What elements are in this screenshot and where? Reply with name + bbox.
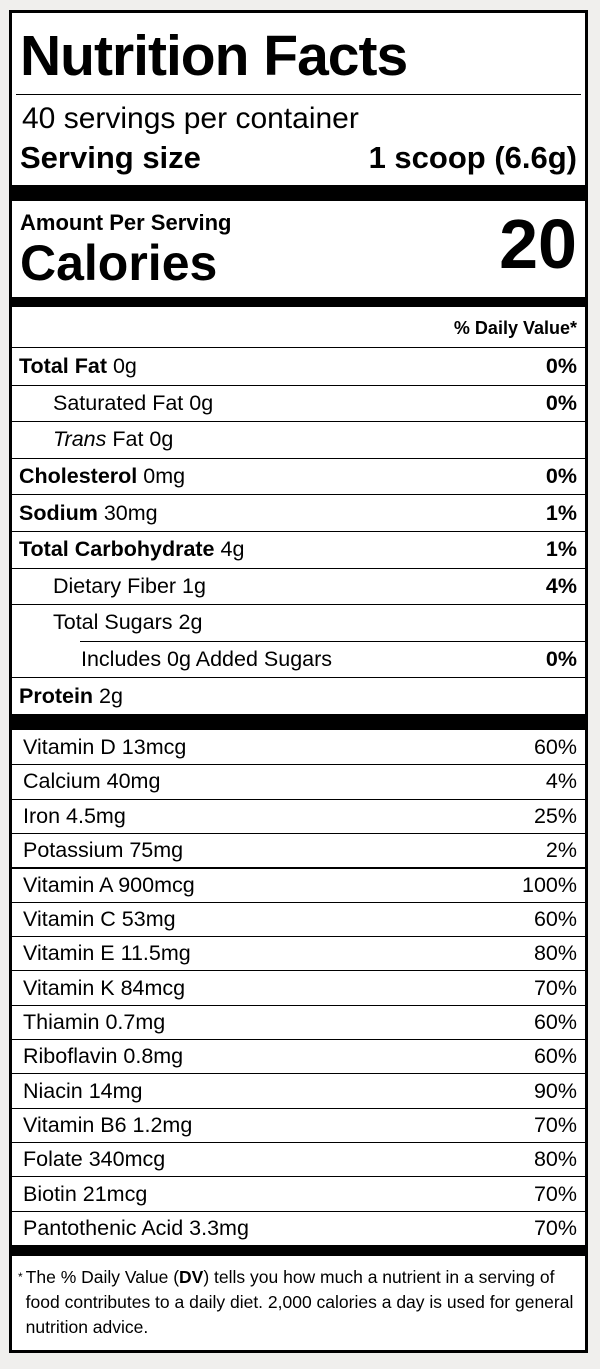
vitamin-daily-value: 4% [545,769,577,794]
vitamin-daily-value: 70% [533,1181,577,1206]
vitamin-row: Thiamin 0.7mg 60% [12,1004,585,1039]
nutrient-row: Total Sugars 2g [12,604,585,641]
vitamin-daily-value: 80% [533,941,577,966]
vitamin-daily-value: 70% [533,1112,577,1137]
daily-value-footnote: * The % Daily Value (DV) tells you how m… [12,1256,585,1348]
vitamin-name: Vitamin A 900mcg [23,872,195,897]
vitamin-daily-value: 80% [533,1147,577,1172]
vitamin-name: Potassium 75mg [23,838,184,863]
vitamin-row: Iron 4.5mg 25% [12,798,585,833]
separator-bar-thick [12,713,585,730]
nutrient-name: Cholesterol 0mg [19,464,186,489]
amount-per-serving-label: Amount Per Serving [20,210,232,235]
nutrient-name: Sodium 30mg [19,500,158,525]
vitamin-row: Potassium 75mg 2% [12,832,585,867]
vitamin-daily-value: 25% [533,803,577,828]
nutrient-row: Protein 2g [12,677,585,714]
nutrition-facts-label: Nutrition Facts 40 servings per containe… [9,10,588,1353]
nutrient-daily-value: 0% [545,464,577,489]
nutrient-name: Total Sugars 2g [53,610,203,635]
nutrient-name: Saturated Fat 0g [53,390,214,415]
vitamin-row: Vitamin C 53mg 60% [12,901,585,936]
vitamin-row: Vitamin B6 1.2mg 70% [12,1107,585,1142]
nutrient-row: Dietary Fiber 1g 4% [12,567,585,605]
vitamin-daily-value: 60% [533,1044,577,1069]
vitamin-name: Vitamin K 84mcg [23,975,186,1000]
separator-bar-medium [12,1245,585,1257]
nutrient-daily-value: 0% [545,353,577,378]
vitamin-row: Vitamin D 13mcg 60% [12,730,585,764]
vitamin-name: Niacin 14mg [23,1078,143,1103]
nutrient-row: Trans Fat 0g [12,421,585,458]
vitamin-row: Riboflavin 0.8mg 60% [12,1039,585,1073]
nutrient-name: Total Carbohydrate 4g [19,537,245,562]
nutrient-name: Dietary Fiber 1g [53,573,206,598]
footnote-text: The % Daily Value (DV) tells you how muc… [25,1267,574,1338]
nutrient-daily-value: 1% [545,537,577,562]
nutrient-name: Protein 2g [19,683,123,708]
vitamin-row: Vitamin E 11.5mg 80% [12,936,585,970]
vitamin-row: Folate 340mcg 80% [12,1142,585,1176]
vitamin-row: Pantothenic Acid 3.3mg 70% [12,1210,585,1245]
vitamin-name: Calcium 40mg [23,769,161,794]
vitamin-row: Biotin 21mcg 70% [12,1176,585,1210]
nutrient-daily-value: 4% [545,573,577,598]
nutrient-row: Includes 0g Added Sugars 0% [12,640,585,678]
nutrient-row: Saturated Fat 0g 0% [12,384,585,422]
vitamin-row: Vitamin K 84mcg 70% [12,970,585,1004]
serving-size-row: Serving size 1 scoop (6.6g) [12,137,585,185]
vitamin-name: Riboflavin 0.8mg [23,1044,184,1069]
vitamin-name: Folate 340mcg [23,1147,166,1172]
nutrient-name: Includes 0g Added Sugars [81,646,333,671]
vitamin-row: Calcium 40mg 4% [12,764,585,798]
vitamin-daily-value: 70% [533,1215,577,1240]
serving-size-label: Serving size [20,140,201,175]
vitamin-name: Vitamin B6 1.2mg [23,1112,193,1137]
vitamin-name: Vitamin D 13mcg [23,734,187,759]
vitamin-daily-value: 70% [533,975,577,1000]
title-divider [16,94,581,95]
vitamin-row: Vitamin A 900mcg 100% [12,867,585,901]
separator-bar-thick [12,185,585,201]
vitamin-daily-value: 60% [533,906,577,931]
vitamin-daily-value: 90% [533,1078,577,1103]
nutrient-row: Sodium 30mg 1% [12,494,585,531]
vitamin-name: Vitamin E 11.5mg [23,941,191,966]
nutrient-name: Trans Fat 0g [53,427,174,452]
vitamin-name: Thiamin 0.7mg [23,1009,166,1034]
macronutrient-rows: Total Fat 0g 0% Saturated Fat 0g 0% Trans Fa… [12,348,585,714]
calories-section: Amount Per Serving Calories 20 [12,201,585,297]
vitamin-daily-value: 2% [545,838,577,863]
nutrient-daily-value: 0% [545,646,577,671]
vitamin-row: Niacin 14mg 90% [12,1073,585,1107]
calories-label: Calories [20,235,218,291]
label-title: Nutrition Facts [20,24,408,88]
serving-size-value: 1 scoop (6.6g) [368,140,577,175]
vitamin-name: Pantothenic Acid 3.3mg [23,1215,249,1240]
vitamin-name: Vitamin C 53mg [23,906,176,931]
calories-value: 20 [499,205,577,283]
separator-bar-medium [12,297,585,307]
vitamin-name: Iron 4.5mg [23,803,126,828]
daily-value-header: % Daily Value* [12,307,585,348]
micronutrient-rows: Vitamin D 13mcg 60% Calcium 40mg 4% Iron 4.5… [12,730,585,1245]
footnote-asterisk: * [18,1270,23,1285]
vitamin-daily-value: 60% [533,734,577,759]
nutrient-row: Cholesterol 0mg 0% [12,457,585,495]
nutrient-row: Total Fat 0g 0% [12,348,585,385]
nutrient-row: Total Carbohydrate 4g 1% [12,530,585,568]
nutrient-name: Total Fat 0g [19,353,137,378]
nutrient-daily-value: 1% [545,500,577,525]
vitamin-daily-value: 100% [522,872,577,897]
vitamin-name: Biotin 21mcg [23,1181,148,1206]
servings-per-container: 40 servings per container [22,102,359,135]
nutrient-daily-value: 0% [545,390,577,415]
vitamin-daily-value: 60% [533,1009,577,1034]
